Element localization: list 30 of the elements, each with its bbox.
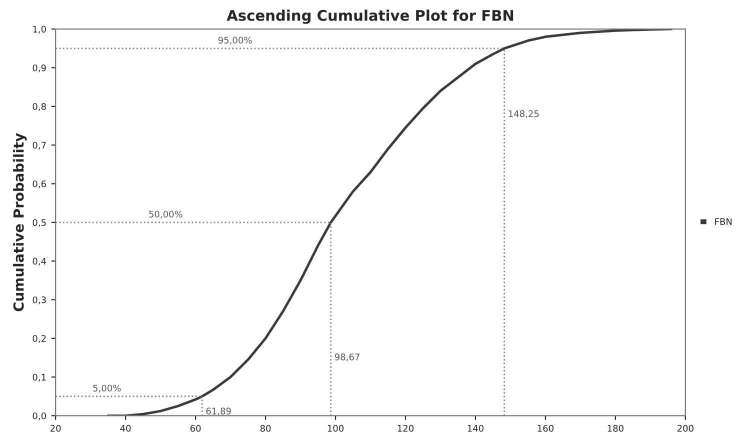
y-tick-label: 0,9 [32,64,46,72]
x-tick-label: 60 [190,424,201,432]
x-tick-label: 140 [468,424,484,432]
x-tick-label: 100 [328,424,344,432]
legend-label: FBN [715,218,732,225]
x-tick-label: 40 [120,424,131,432]
y-tick-label: 0,1 [32,374,46,382]
ref-line-label: 61,89 [206,408,231,416]
ref-line-label: 148,25 [508,110,539,118]
ref-line-label: 95,00% [218,36,252,44]
y-tick-label: 0,2 [32,335,46,343]
y-tick-label: 0,6 [32,180,46,188]
y-tick-label: 0,5 [32,219,46,227]
x-tick-label: 20 [50,424,61,432]
y-tick-label: 0,3 [32,296,46,304]
y-tick-label: 0,8 [32,103,46,111]
x-tick-label: 120 [398,424,414,432]
ref-line-label: 5,00% [93,384,121,392]
x-tick-label: 80 [260,424,271,432]
y-tick-label: 1,0 [33,26,46,34]
y-tick-label: 0,0 [32,412,46,420]
x-tick-label: 160 [538,424,554,432]
x-tick-label: 200 [677,424,694,432]
ref-line-label: 50,00% [149,210,182,218]
chart-title: Ascending Cumulative Plot for FBN [226,10,514,24]
y-tick-label: 0,7 [32,142,46,150]
y-axis-title: Cumulative Probability [13,133,27,312]
y-tick-label: 0,4 [32,258,46,266]
x-tick-label: 180 [608,424,624,432]
ref-line-label: 98,67 [334,354,360,362]
